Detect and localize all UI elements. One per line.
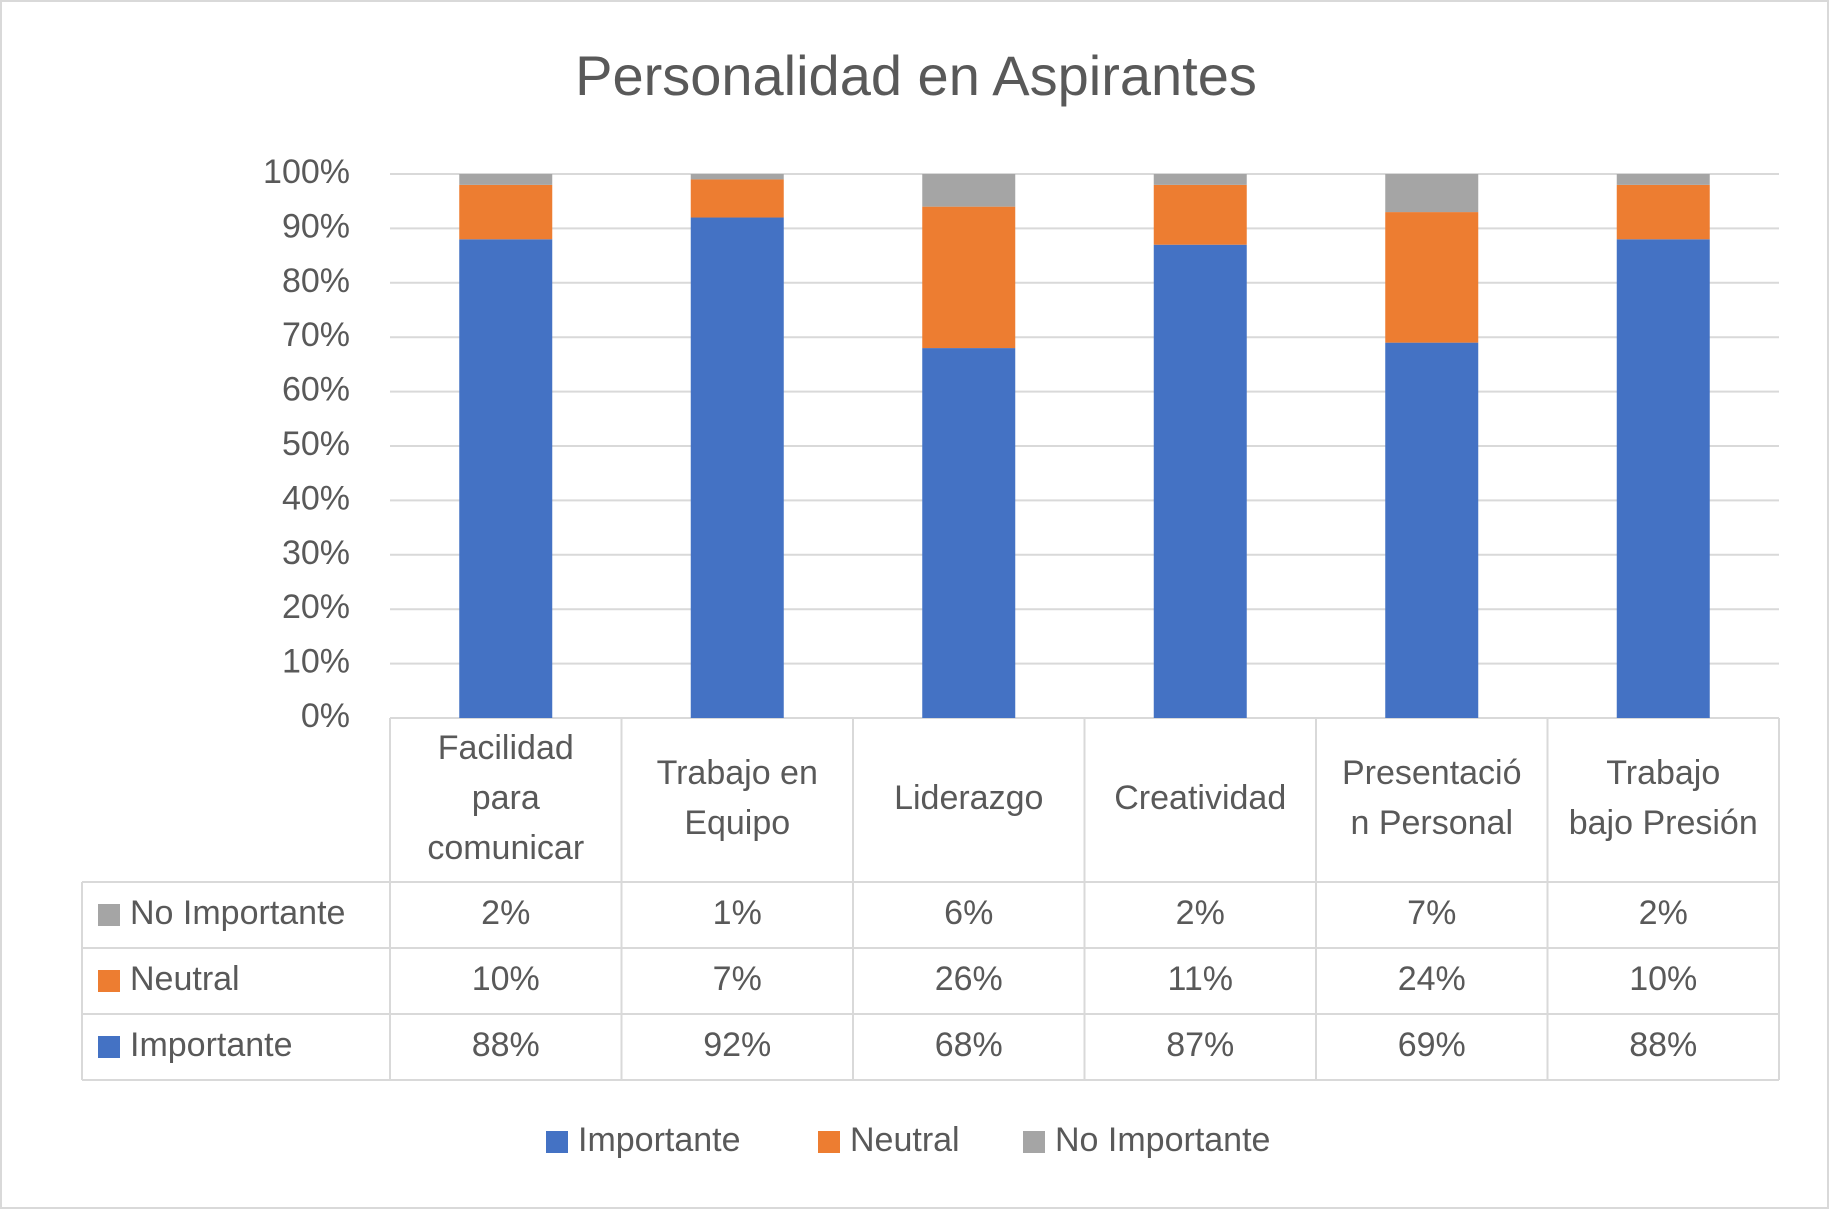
bar-importante: [1616, 239, 1710, 718]
data-label: 26%: [935, 960, 1003, 998]
table-row-label: No Importante: [130, 894, 345, 932]
data-label: 87%: [1166, 1026, 1234, 1064]
bar-neutral: [459, 184, 553, 240]
bar-no-importante: [459, 174, 553, 185]
y-tick-label: 80%: [282, 262, 350, 300]
table-row-label: Neutral: [130, 960, 240, 998]
data-label: 88%: [472, 1026, 540, 1064]
data-label: 6%: [944, 894, 993, 932]
data-label: 24%: [1398, 960, 1466, 998]
y-tick-label: 10%: [282, 643, 350, 681]
legend-label: Importante: [578, 1121, 741, 1159]
bar-neutral: [1616, 184, 1710, 240]
category-label: comunicar: [427, 829, 584, 867]
legend-key: [546, 1131, 568, 1153]
table-legend-key: [98, 904, 120, 926]
data-label: 11%: [1167, 960, 1233, 998]
bar-no-importante: [1385, 174, 1479, 213]
data-label: 2%: [1176, 894, 1225, 932]
data-label: 10%: [1629, 960, 1697, 998]
bar-neutral: [1153, 184, 1247, 245]
category-label: n Personal: [1350, 804, 1513, 842]
y-tick-label: 60%: [282, 371, 350, 409]
table-legend-key: [98, 1036, 120, 1058]
category-label: Presentació: [1342, 754, 1522, 792]
category-label: Facilidad: [438, 729, 574, 767]
category-label: Equipo: [684, 804, 790, 842]
bar-importante: [922, 348, 1016, 718]
data-label: 7%: [1407, 894, 1456, 932]
category-label: Trabajo en: [657, 754, 818, 792]
legend-key: [1023, 1131, 1045, 1153]
bar-importante: [1385, 342, 1479, 718]
data-label: 7%: [713, 960, 762, 998]
bar-no-importante: [1616, 174, 1710, 185]
data-label: 92%: [703, 1026, 771, 1064]
table-row-label: Importante: [130, 1026, 293, 1064]
y-tick-label: 40%: [282, 479, 350, 517]
legend-key: [818, 1131, 840, 1153]
legend-label: Neutral: [850, 1121, 960, 1159]
y-tick-label: 20%: [282, 588, 350, 626]
bar-no-importante: [922, 174, 1016, 207]
category-label: bajo Presión: [1569, 804, 1758, 842]
data-label: 68%: [935, 1026, 1003, 1064]
category-label: Trabajo: [1606, 754, 1720, 792]
data-label: 69%: [1398, 1026, 1466, 1064]
y-tick-label: 70%: [282, 316, 350, 354]
bar-no-importante: [1153, 174, 1247, 185]
category-label: Liderazgo: [894, 779, 1043, 817]
bar-importante: [690, 217, 784, 718]
bar-neutral: [1385, 212, 1479, 343]
category-label: Creatividad: [1114, 779, 1286, 817]
data-label: 2%: [481, 894, 530, 932]
bar-no-importante: [690, 174, 784, 180]
legend-label: No Importante: [1055, 1121, 1270, 1159]
data-label: 88%: [1629, 1026, 1697, 1064]
category-label: para: [472, 779, 540, 817]
table-legend-key: [98, 970, 120, 992]
y-tick-label: 90%: [282, 207, 350, 245]
y-tick-label: 100%: [263, 153, 350, 191]
data-label: 10%: [472, 960, 540, 998]
bar-importante: [1153, 244, 1247, 718]
data-label: 2%: [1639, 894, 1688, 932]
data-label: 1%: [713, 894, 762, 932]
y-tick-label: 0%: [301, 697, 350, 735]
bar-neutral: [690, 179, 784, 218]
bar-importante: [459, 239, 553, 718]
y-tick-label: 50%: [282, 425, 350, 463]
bar-neutral: [922, 206, 1016, 349]
y-tick-label: 30%: [282, 534, 350, 572]
chart-title: Personalidad en Aspirantes: [575, 44, 1257, 107]
